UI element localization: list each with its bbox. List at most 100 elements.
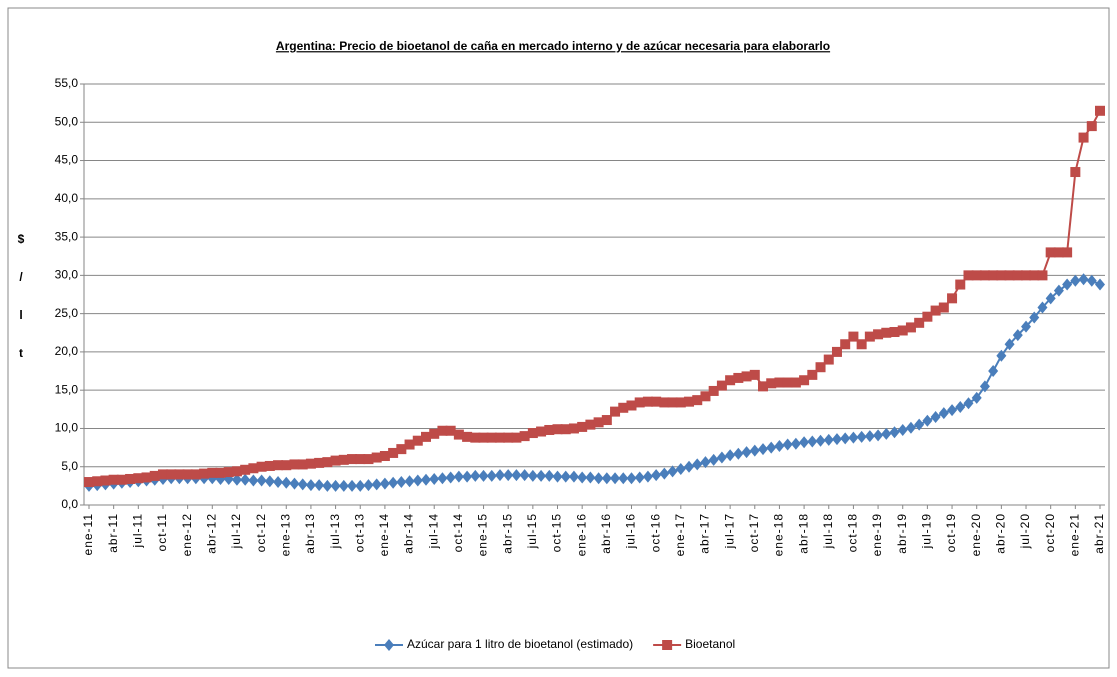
- data-point: [1095, 105, 1105, 116]
- data-point: [544, 424, 555, 435]
- x-tick-label: jul-17: [722, 513, 736, 549]
- data-point: [1053, 284, 1064, 297]
- data-point: [585, 419, 596, 430]
- data-point: [667, 397, 678, 408]
- data-point: [601, 415, 612, 426]
- data-point: [347, 454, 358, 465]
- data-point: [1004, 338, 1015, 351]
- data-point: [766, 378, 777, 389]
- data-point: [922, 414, 933, 427]
- x-tick-label: jul-13: [328, 513, 342, 549]
- data-point: [873, 329, 884, 340]
- data-point: [527, 428, 538, 439]
- data-point: [593, 417, 604, 428]
- data-point: [782, 438, 793, 451]
- data-point: [256, 461, 267, 472]
- data-point: [799, 436, 810, 449]
- data-point: [84, 477, 94, 488]
- data-point: [642, 470, 653, 483]
- data-point: [421, 473, 431, 486]
- data-point: [330, 479, 341, 492]
- data-point: [996, 349, 1007, 362]
- data-point: [692, 395, 703, 406]
- data-point: [527, 469, 538, 482]
- data-point: [560, 470, 571, 483]
- data-point: [519, 469, 530, 482]
- data-point: [1045, 247, 1056, 258]
- data-point: [231, 466, 242, 477]
- data-point: [256, 474, 267, 487]
- data-point: [429, 472, 440, 485]
- data-point: [462, 431, 473, 442]
- data-point: [618, 472, 629, 485]
- data-point: [979, 270, 990, 281]
- data-point: [355, 454, 366, 465]
- x-tick-label: ene-15: [476, 513, 490, 556]
- x-tick-label: abr-13: [303, 513, 317, 554]
- data-point: [338, 454, 349, 465]
- data-point: [618, 402, 629, 413]
- data-point: [955, 279, 966, 290]
- x-tick-label: oct-12: [254, 513, 268, 552]
- data-point: [708, 453, 719, 466]
- data-point: [593, 472, 604, 485]
- data-point: [396, 476, 407, 489]
- data-point: [568, 423, 579, 434]
- data-point: [700, 456, 711, 469]
- data-point: [889, 426, 900, 439]
- data-point: [774, 377, 785, 388]
- y-axis-label: $: [18, 232, 25, 246]
- y-tick-label: 5,0: [61, 459, 78, 473]
- data-point: [807, 435, 818, 448]
- data-point: [519, 431, 530, 442]
- data-point: [166, 469, 177, 480]
- data-point: [971, 391, 982, 404]
- data-point: [848, 331, 859, 342]
- data-point: [634, 397, 645, 408]
- data-point: [1053, 247, 1064, 258]
- data-point: [240, 464, 251, 475]
- data-point: [141, 472, 152, 483]
- x-tick-label: jul-14: [426, 513, 440, 549]
- data-point: [1062, 278, 1073, 291]
- data-point: [494, 469, 505, 482]
- data-point: [749, 444, 760, 457]
- data-point: [92, 476, 103, 487]
- data-point: [1045, 292, 1056, 305]
- data-point: [264, 475, 275, 488]
- data-point: [930, 305, 941, 316]
- data-point: [947, 293, 958, 304]
- data-point: [330, 455, 341, 466]
- data-point: [963, 270, 974, 281]
- data-point: [692, 458, 703, 471]
- y-tick-label: 25,0: [55, 306, 79, 320]
- data-point: [289, 477, 300, 490]
- data-point: [782, 377, 793, 388]
- x-tick-label: ene-14: [377, 513, 391, 556]
- data-point: [815, 434, 826, 447]
- data-point: [273, 476, 284, 489]
- data-point: [684, 396, 695, 407]
- data-point: [988, 365, 999, 378]
- data-point: [749, 369, 760, 380]
- data-point: [741, 446, 752, 459]
- data-point: [511, 469, 522, 482]
- data-point: [659, 397, 670, 408]
- data-point: [388, 447, 399, 458]
- x-tick-label: abr-21: [1092, 513, 1106, 554]
- data-point: [240, 473, 251, 486]
- data-point: [626, 400, 637, 411]
- data-point: [1086, 121, 1097, 132]
- x-tick-label: ene-13: [278, 513, 292, 556]
- data-point: [421, 431, 431, 442]
- data-point: [281, 460, 292, 471]
- data-point: [807, 369, 818, 380]
- data-point: [881, 327, 892, 338]
- data-point: [453, 429, 464, 440]
- data-point: [462, 470, 473, 483]
- data-point: [856, 339, 867, 350]
- data-point: [840, 339, 851, 350]
- x-tick-label: jul-12: [229, 513, 243, 549]
- data-point: [207, 467, 218, 478]
